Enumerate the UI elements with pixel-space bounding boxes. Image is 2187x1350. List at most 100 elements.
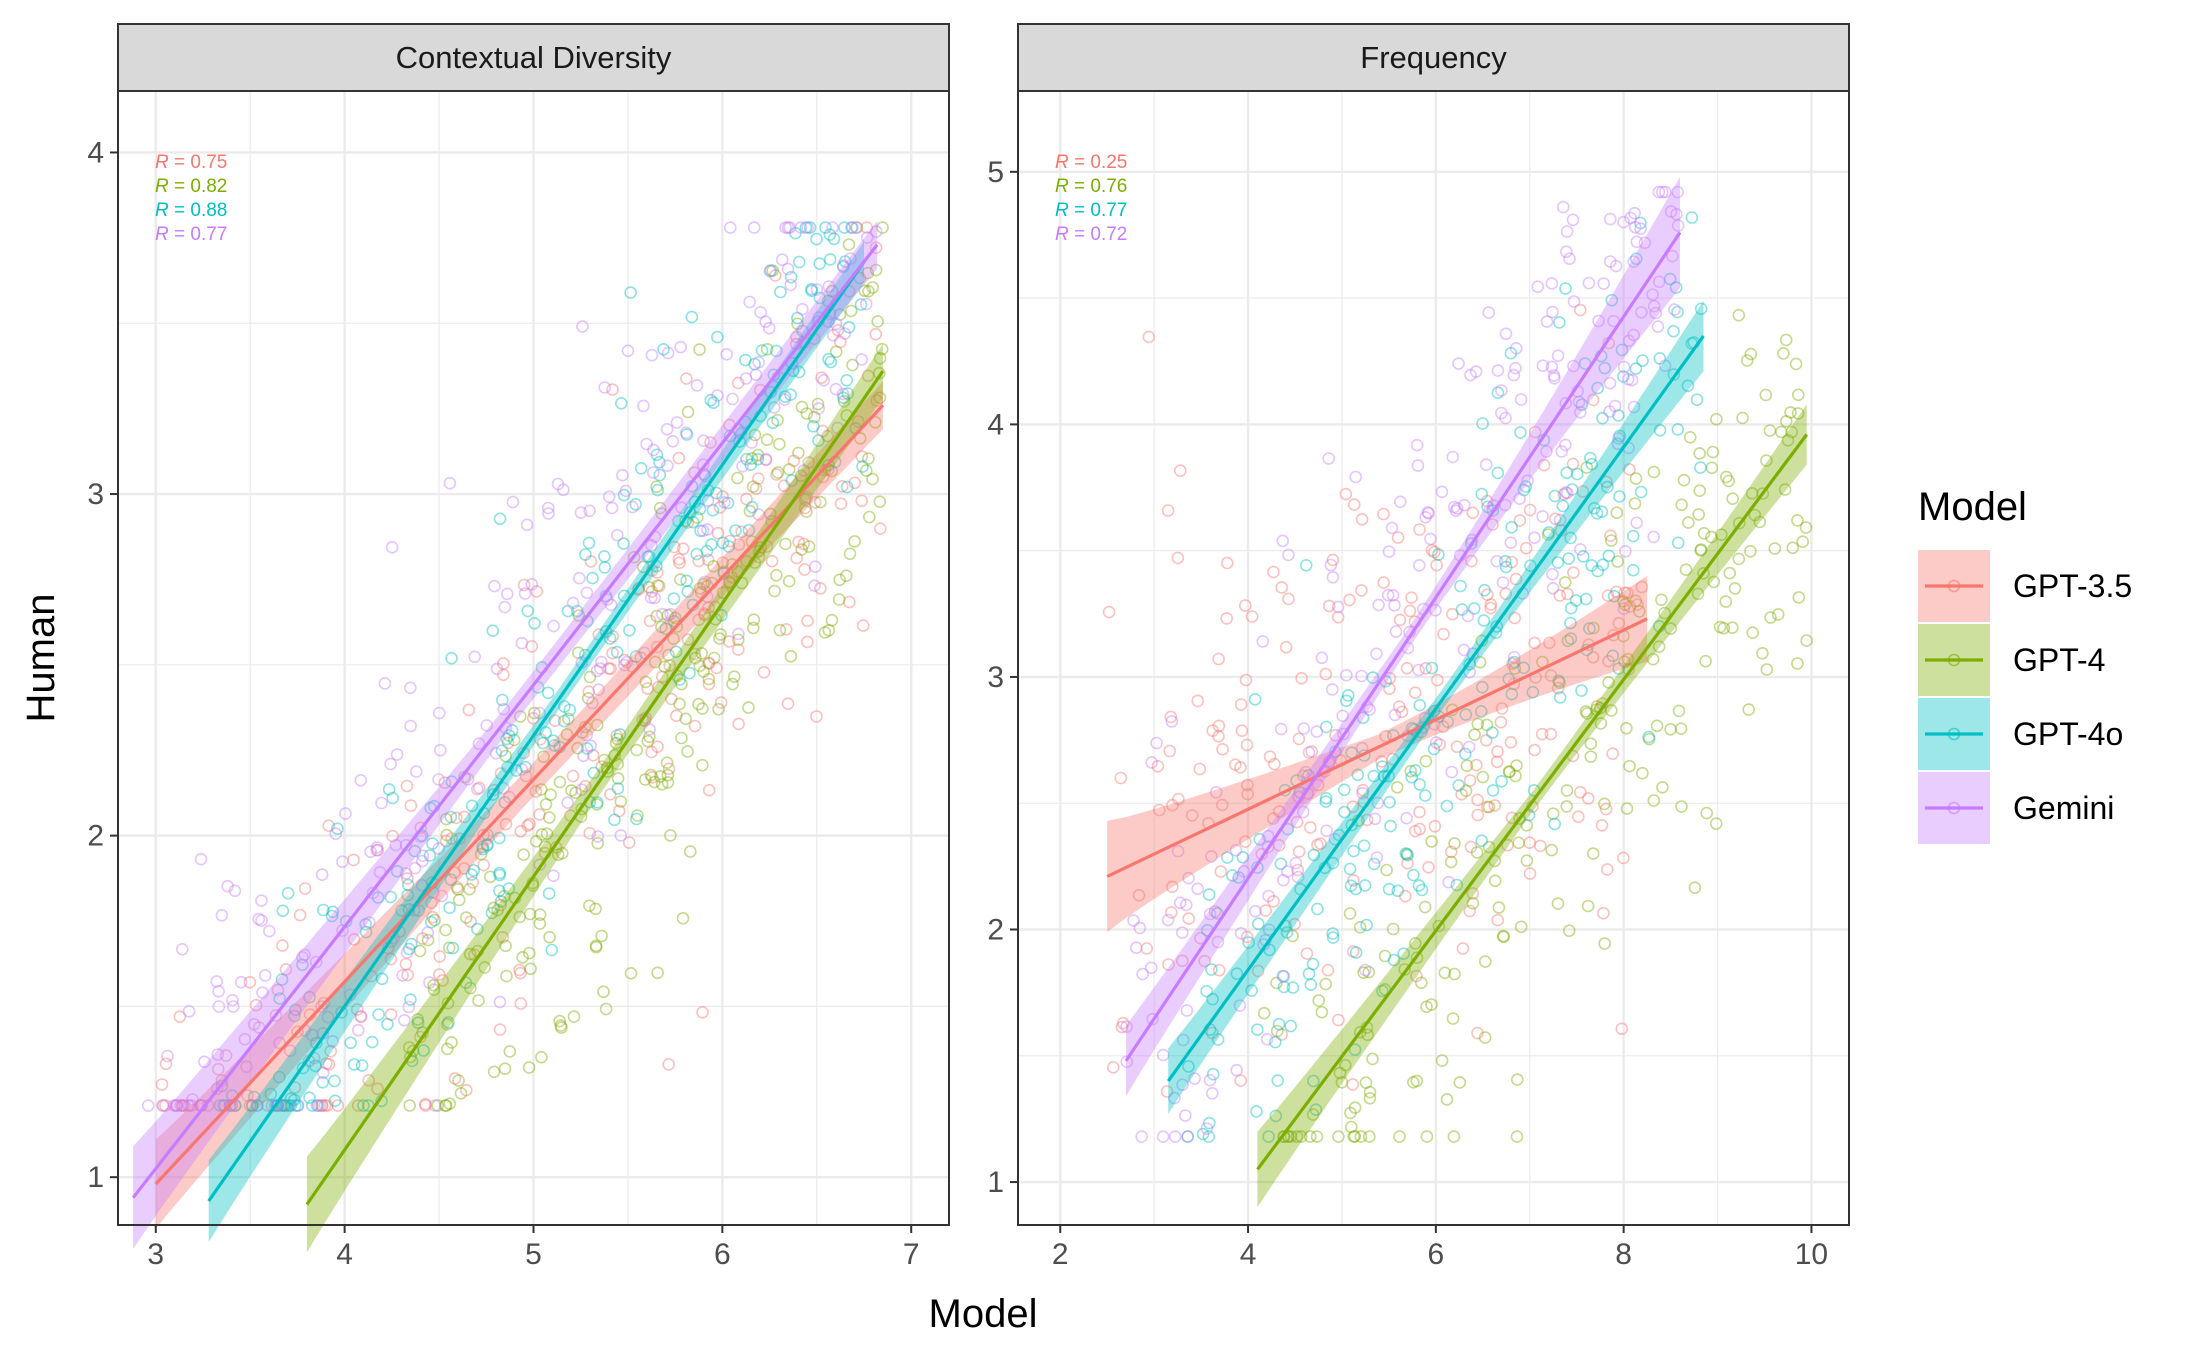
data-point [722,540,736,553]
data-point [1410,969,1423,983]
data-point [702,677,716,691]
data-point [1553,316,1566,329]
data-point [1319,977,1332,991]
data-point [378,677,392,690]
data-point [704,393,718,407]
data-point [523,817,536,831]
data-point [725,570,739,584]
data-point [1584,750,1598,764]
data-point [347,1058,361,1071]
data-point [771,413,784,427]
data-point [1560,800,1573,813]
data-point [399,838,413,852]
data-point [720,347,733,361]
data-point [662,762,676,776]
data-point [270,1099,283,1112]
data-point [618,658,631,672]
legend-label: GPT-4o [2013,716,2123,752]
data-point [752,544,766,558]
data-point [629,650,643,663]
data-point [1744,347,1758,361]
data-point [784,649,798,663]
data-point [1382,882,1396,896]
data-point [476,842,490,856]
data-point [1584,451,1597,465]
data-point [156,1099,169,1112]
data-point [1185,809,1199,822]
data-point [444,873,458,887]
data-point [1333,1066,1347,1080]
data-point [465,868,478,881]
data-point [1594,717,1608,730]
data-point [551,848,565,862]
data-point [1179,1109,1192,1122]
data-point [1182,871,1195,885]
data-point [1304,978,1318,992]
x-tick-label: 6 [714,1238,731,1271]
data-point [725,558,739,571]
data-point [1220,556,1234,570]
data-point [779,537,792,551]
data-point [661,776,675,789]
data-point [309,1059,322,1073]
data-point [1534,839,1547,853]
data-point [1380,863,1393,877]
data-point [1309,1103,1323,1116]
data-point [472,737,486,751]
data-point [1176,926,1189,940]
data-point [675,731,688,745]
data-point [1694,302,1708,316]
data-point [1171,551,1185,565]
data-point [1562,552,1575,565]
data-point [533,808,546,821]
data-point [249,998,263,1012]
data-point [583,504,596,518]
data-point [1221,851,1234,864]
data-point [590,664,604,678]
data-point [240,1060,253,1073]
data-point [1102,605,1116,619]
data-point [621,344,635,358]
data-point [402,942,416,956]
data-point [1491,466,1505,480]
data-point [732,627,745,641]
data-point [1459,784,1473,798]
data-point [491,903,504,917]
data-point [1732,552,1746,566]
data-point [1320,824,1333,838]
data-point [1326,553,1340,567]
data-point [837,391,850,405]
data-point [569,786,582,800]
data-point [1241,778,1254,792]
data-point [610,729,624,742]
data-point [1306,1108,1320,1121]
data-point [808,579,821,593]
data-point [533,908,547,922]
data-point [1602,549,1616,563]
data-point [1389,625,1403,638]
data-point [364,845,377,859]
data-point [354,1010,368,1024]
data-point [384,952,398,966]
data-point [1400,811,1413,825]
data-point [1341,689,1355,702]
data-point [1710,412,1723,426]
y-tick-label: 3 [987,661,1004,694]
data-point [1410,1074,1424,1088]
data-point [731,643,745,656]
data-point [186,1093,199,1106]
data-point [478,961,492,974]
data-point [282,1099,296,1112]
data-point [800,505,813,518]
data-point [1428,704,1441,718]
data-point [1564,632,1578,645]
data-point [801,614,814,628]
data-point [1574,543,1587,556]
data-point [1322,452,1335,465]
data-point [1203,1073,1217,1087]
data-point [732,717,745,731]
data-point [1212,719,1226,733]
data-point [1348,1101,1362,1114]
data-point [1399,889,1412,903]
data-point [706,503,720,517]
